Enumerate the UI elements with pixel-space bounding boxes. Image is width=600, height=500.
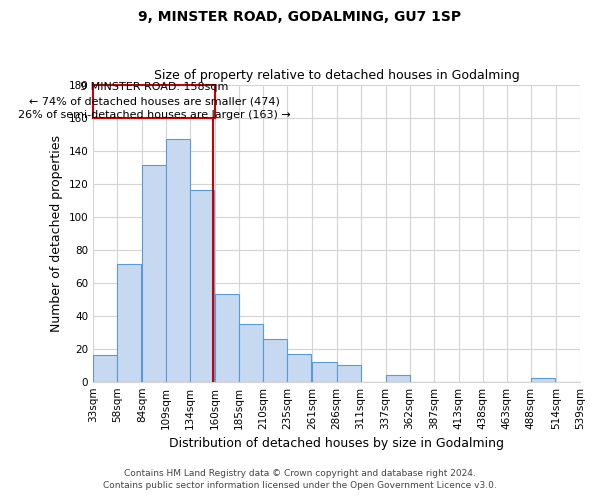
Title: Size of property relative to detached houses in Godalming: Size of property relative to detached ho… [154, 69, 520, 82]
Bar [190, 190, 214, 382]
Bar [93, 356, 117, 382]
Bar [117, 264, 141, 382]
Text: 9, MINSTER ROAD, GODALMING, GU7 1SP: 9, MINSTER ROAD, GODALMING, GU7 1SP [139, 10, 461, 24]
Bar [215, 294, 239, 382]
Bar [142, 166, 166, 382]
Bar [531, 378, 555, 382]
Bar [239, 324, 263, 382]
Bar [166, 139, 190, 382]
Bar [93, 84, 215, 117]
Text: Contains HM Land Registry data © Crown copyright and database right 2024.
Contai: Contains HM Land Registry data © Crown c… [103, 469, 497, 490]
Text: 9 MINSTER ROAD: 158sqm
← 74% of detached houses are smaller (474)
26% of semi-de: 9 MINSTER ROAD: 158sqm ← 74% of detached… [18, 82, 290, 120]
Bar [287, 354, 311, 382]
Bar [386, 375, 410, 382]
Y-axis label: Number of detached properties: Number of detached properties [50, 134, 63, 332]
Bar [263, 339, 287, 382]
X-axis label: Distribution of detached houses by size in Godalming: Distribution of detached houses by size … [169, 437, 504, 450]
Bar [313, 362, 337, 382]
Bar [337, 365, 361, 382]
